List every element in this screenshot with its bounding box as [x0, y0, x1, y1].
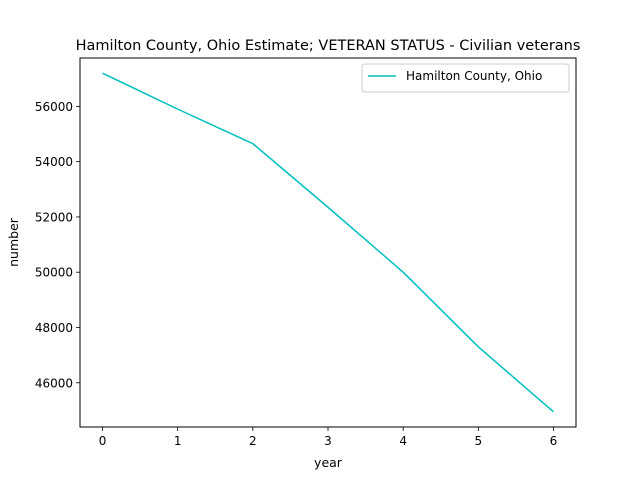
legend-box [361, 63, 570, 93]
plot-area [102, 72, 554, 413]
y-axis: 46000 48000 50000 52000 54000 56000 [35, 100, 80, 390]
y-axis-label: number [6, 217, 21, 267]
x-axis: 0 1 2 3 4 5 6 [99, 427, 558, 448]
axes-frame [79, 57, 577, 428]
x-tick-label: 1 [174, 434, 182, 448]
series-line [102, 72, 554, 413]
y-tick-label: 48000 [35, 321, 73, 335]
legend: Hamilton County, Ohio [361, 63, 570, 93]
y-tick-label: 46000 [35, 376, 73, 390]
y-tick-label: 54000 [35, 155, 73, 169]
x-tick-label: 0 [99, 434, 107, 448]
chart-title: Hamilton County, Ohio Estimate; VETERAN … [76, 38, 581, 54]
x-axis-label: year [314, 455, 343, 470]
x-tick-label: 3 [324, 434, 332, 448]
x-tick-label: 6 [550, 434, 558, 448]
legend-label: Hamilton County, Ohio [406, 69, 542, 83]
y-tick-label: 50000 [35, 266, 73, 280]
y-tick-label: 56000 [35, 100, 73, 114]
x-tick-label: 4 [399, 434, 407, 448]
x-tick-label: 5 [474, 434, 482, 448]
y-tick-label: 52000 [35, 210, 73, 224]
x-tick-label: 2 [249, 434, 257, 448]
